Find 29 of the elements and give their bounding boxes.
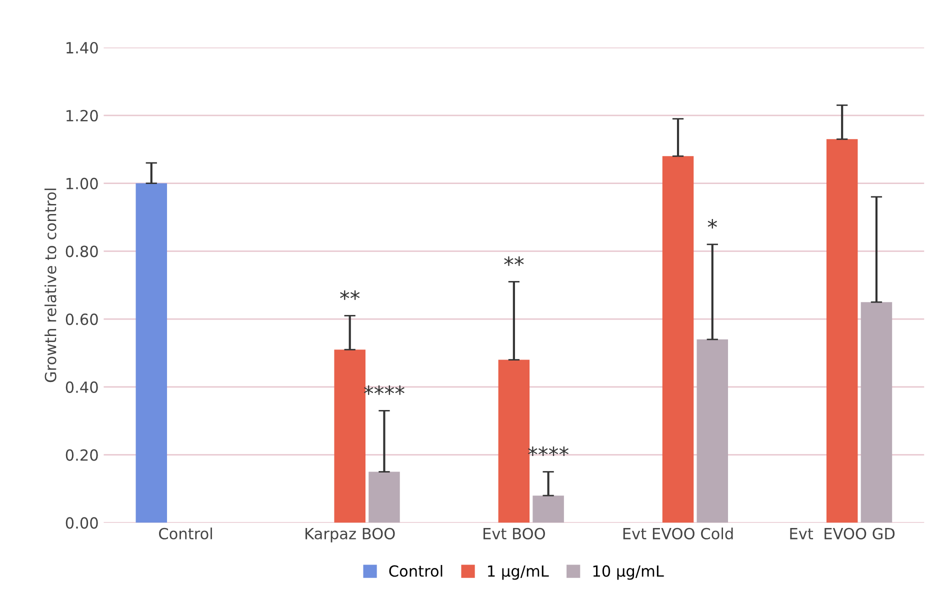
bar — [662, 156, 694, 523]
bar — [532, 496, 564, 523]
bar — [136, 183, 168, 523]
y-tick-label: 0.80 — [66, 246, 98, 258]
annotation: ** — [340, 290, 360, 300]
legend-label: 1 µg/mL — [488, 565, 549, 580]
legend-label: 10 µg/mL — [593, 565, 664, 580]
annotation: * — [708, 219, 717, 229]
y-tick-label: 0.60 — [66, 314, 98, 326]
x-tick-label: Evt EVOO GD — [790, 528, 895, 540]
bar — [860, 302, 892, 523]
y-tick-label: 1.40 — [66, 42, 98, 54]
bar — [826, 139, 858, 523]
annotation: ** — [504, 256, 524, 266]
bar — [334, 350, 366, 523]
y-tick-label: 0.20 — [66, 449, 98, 461]
legend-label: Control — [389, 564, 442, 577]
y-tick-label: 0.40 — [66, 381, 98, 393]
bar — [368, 472, 400, 523]
x-tick-label: Evt BOO — [484, 528, 545, 540]
y-tick-label: 1.20 — [66, 110, 98, 122]
x-tick-label: Karpaz BOO — [306, 528, 395, 542]
y-tick-label: 1.00 — [66, 178, 98, 190]
bar — [498, 360, 530, 523]
y-axis-title: Growth relative to control — [44, 188, 56, 382]
x-tick-label: Control — [159, 528, 212, 540]
bar — [696, 339, 728, 523]
x-tick-label: Evt EVOO Cold — [623, 528, 733, 540]
y-tick-label: 0.00 — [66, 517, 98, 529]
